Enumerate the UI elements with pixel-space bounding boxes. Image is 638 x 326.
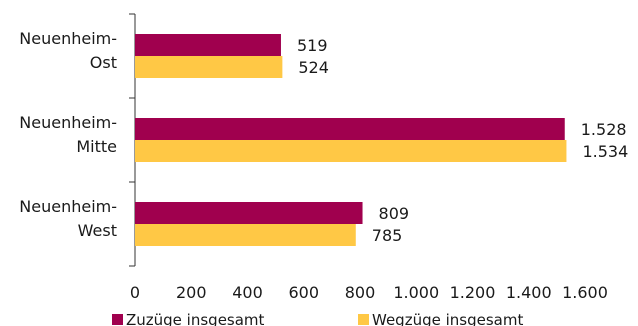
x-tick-label: 1.600 bbox=[562, 283, 608, 302]
data-label: 785 bbox=[372, 226, 403, 245]
bar bbox=[135, 202, 363, 224]
category-label-line: Ost bbox=[90, 53, 117, 72]
x-tick-label: 800 bbox=[345, 283, 376, 302]
legend-label: Wegzüge insgesamt bbox=[372, 311, 523, 326]
x-tick-label: 200 bbox=[176, 283, 207, 302]
category-label-line: Neuenheim- bbox=[19, 113, 117, 132]
legend-swatch bbox=[112, 314, 123, 325]
bar bbox=[135, 34, 281, 56]
legend-swatch bbox=[358, 314, 369, 325]
data-label: 809 bbox=[379, 204, 410, 223]
x-tick-label: 1.000 bbox=[393, 283, 439, 302]
data-label: 524 bbox=[298, 58, 329, 77]
x-tick-label: 1.400 bbox=[506, 283, 552, 302]
labels: 519 524 Neuenheim- Ost 1.528 1.534 Neuenheim- M… bbox=[19, 29, 628, 302]
bar bbox=[135, 56, 283, 78]
bars bbox=[135, 34, 567, 246]
category-label: Neuenheim- Ost bbox=[19, 29, 117, 72]
category-label-line: West bbox=[78, 221, 117, 240]
x-tick-label: 400 bbox=[232, 283, 263, 302]
bar bbox=[135, 118, 565, 140]
x-tick-label: 0 bbox=[130, 283, 140, 302]
bar bbox=[135, 140, 567, 162]
data-label: 1.534 bbox=[582, 142, 628, 161]
axes bbox=[129, 13, 136, 267]
category-label-line: Neuenheim- bbox=[19, 197, 117, 216]
category-label-line: Neuenheim- bbox=[19, 29, 117, 48]
legend: Zuzüge insgesamt Wegzüge insgesamt bbox=[112, 311, 523, 326]
category-label-line: Mitte bbox=[76, 137, 117, 156]
x-tick-label: 600 bbox=[288, 283, 319, 302]
legend-label: Zuzüge insgesamt bbox=[126, 311, 265, 326]
data-label: 1.528 bbox=[581, 120, 627, 139]
bar bbox=[135, 224, 356, 246]
category-label: Neuenheim- Mitte bbox=[19, 113, 117, 156]
x-tick-label: 1.200 bbox=[450, 283, 496, 302]
category-label: Neuenheim- West bbox=[19, 197, 117, 240]
data-label: 519 bbox=[297, 36, 328, 55]
